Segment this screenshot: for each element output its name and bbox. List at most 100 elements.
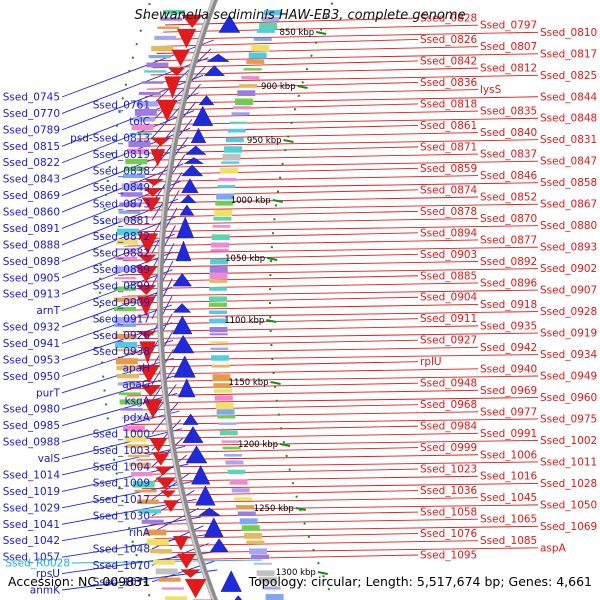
gene-label[interactable]: Ssed_1029 <box>3 502 60 514</box>
gene-label[interactable]: Ssed_1023 <box>420 464 477 476</box>
gene-label[interactable]: arnT <box>36 305 60 317</box>
gene-label[interactable]: Ssed_0860 <box>3 207 60 219</box>
gene-label[interactable]: Ssed_0893 <box>540 242 597 254</box>
gene-label[interactable]: Ssed_0969 <box>480 385 537 397</box>
gene-label[interactable]: Ssed_1011 <box>540 456 597 468</box>
gene-label[interactable]: Ssed_0835 <box>480 106 537 118</box>
gene-label[interactable]: Ssed_0903 <box>420 249 477 261</box>
gene-label[interactable]: Ssed_1095 <box>420 550 477 562</box>
gene-label[interactable]: Ssed_0905 <box>3 272 60 284</box>
gene-label[interactable]: Ssed_0938 <box>93 346 150 358</box>
gene-label[interactable]: Ssed_0889 <box>93 264 150 276</box>
gene-label[interactable]: Ssed_0817 <box>540 48 597 60</box>
gene-label[interactable]: Ssed_0975 <box>540 413 597 425</box>
gene-label[interactable]: aspA <box>540 542 567 554</box>
gene-label[interactable]: Ssed_1014 <box>3 469 61 481</box>
gene-label[interactable]: rpsU <box>36 568 60 580</box>
gene-label[interactable]: anmK <box>30 585 61 597</box>
gene-label[interactable]: Ssed_0894 <box>420 227 478 239</box>
gene-label[interactable]: Ssed_1030 <box>93 511 150 523</box>
gene-label[interactable]: Ssed_0988 <box>3 437 60 449</box>
gene-label[interactable]: Ssed_0999 <box>420 442 477 454</box>
gene-label[interactable]: Ssed_0810 <box>540 27 597 39</box>
gene-label[interactable]: Ssed_0949 <box>540 371 597 383</box>
gene-label[interactable]: Ssed_0818 <box>420 98 477 110</box>
gene-label[interactable]: Ssed_0984 <box>420 421 478 433</box>
gene-label[interactable]: Ssed_1076 <box>420 528 478 540</box>
gene-label[interactable]: Ssed_0838 <box>93 165 150 177</box>
gene-label[interactable]: Ssed_0980 <box>3 404 60 416</box>
gene-label[interactable]: Ssed_0950 <box>3 371 60 383</box>
gene-label[interactable]: Ssed_0843 <box>3 174 60 186</box>
gene-label[interactable]: Ssed_0940 <box>480 363 537 375</box>
gene-label[interactable]: pdxA <box>123 412 151 424</box>
gene-label[interactable]: Ssed_0837 <box>480 149 537 161</box>
gene-label[interactable]: psd-Ssed_0813 <box>70 133 150 145</box>
gene-label[interactable]: Ssed_0797 <box>480 20 537 32</box>
gene-label[interactable]: Ssed_0848 <box>540 113 597 125</box>
gene-label[interactable]: apaH <box>123 363 150 375</box>
gene-label[interactable]: Ssed_1016 <box>480 471 538 483</box>
gene-label[interactable]: Ssed_0898 <box>3 256 60 268</box>
gene-label[interactable]: Ssed_1017 <box>93 494 150 506</box>
gene-label[interactable]: Ssed_1004 <box>93 461 151 473</box>
gene-label[interactable]: Ssed_0985 <box>3 420 60 432</box>
gene-label[interactable]: apaG <box>122 379 150 391</box>
gene-label[interactable]: purT <box>36 387 61 399</box>
gene-label[interactable]: Ssed_0828 <box>420 13 477 25</box>
gene-label[interactable]: Ssed_0911 <box>420 313 477 325</box>
gene-label[interactable]: Ssed_0919 <box>540 328 597 340</box>
gene-label[interactable]: Ssed_1003 <box>93 445 150 457</box>
gene-label[interactable]: Ssed_1065 <box>480 514 537 526</box>
gene-label[interactable]: Ssed_1069 <box>540 521 597 533</box>
gene-label[interactable]: Ssed_0874 <box>420 184 478 196</box>
gene-label[interactable]: Ssed_0871 <box>420 141 477 153</box>
gene-label[interactable]: Ssed_0770 <box>3 108 60 120</box>
gene-label[interactable]: Ssed_1019 <box>3 486 60 498</box>
gene-label[interactable]: Ssed_0907 <box>540 285 597 297</box>
gene-label[interactable]: Ssed_0831 <box>540 134 597 146</box>
gene-label[interactable]: Ssed_0918 <box>480 299 537 311</box>
gene-label[interactable]: Ssed_0877 <box>480 234 537 246</box>
gene-label[interactable]: Ssed_0844 <box>540 91 598 103</box>
gene-label[interactable]: Ssed_0822 <box>3 157 60 169</box>
gene-label[interactable]: Ssed_0882 <box>93 248 150 260</box>
gene-label[interactable]: ksgA <box>125 396 151 408</box>
gene-label[interactable]: Ssed_0888 <box>3 239 60 251</box>
gene-label[interactable]: Ssed_0847 <box>540 156 597 168</box>
gene-label[interactable]: Ssed_1048 <box>93 543 150 555</box>
gene-label[interactable]: Ssed_0935 <box>480 320 537 332</box>
gene-label[interactable]: Ssed_0826 <box>420 34 478 46</box>
gene-label[interactable]: Ssed_0991 <box>480 428 537 440</box>
gene-label[interactable]: Ssed_0858 <box>540 177 597 189</box>
gene-label[interactable]: Ssed_1042 <box>3 535 60 547</box>
gene-label[interactable]: Ssed_0869 <box>3 190 60 202</box>
gene-label[interactable]: Ssed_1028 <box>540 478 597 490</box>
gene-label[interactable]: Ssed_1071 <box>93 576 150 588</box>
gene-label[interactable]: Ssed_1058 <box>420 507 477 519</box>
gene-label[interactable]: Ssed_0819 <box>93 149 150 161</box>
gene-label[interactable]: Ssed_0934 <box>540 349 598 361</box>
gene-label[interactable]: Ssed_0941 <box>3 338 60 350</box>
gene-label[interactable]: Ssed_0880 <box>540 220 597 232</box>
gene-label[interactable]: Ssed_0904 <box>420 292 478 304</box>
gene-label[interactable]: Ssed_0948 <box>420 378 477 390</box>
gene-label[interactable]: Ssed_0953 <box>3 354 60 366</box>
gene-label[interactable]: Ssed_0872 <box>93 231 150 243</box>
gene-label[interactable]: tolC <box>129 116 150 128</box>
gene-label[interactable]: Ssed_0789 <box>3 124 60 136</box>
gene-label[interactable]: Ssed_0932 <box>3 322 60 334</box>
gene-label[interactable]: Ssed_0870 <box>480 213 537 225</box>
gene-label[interactable]: Ssed_0927 <box>420 335 477 347</box>
gene-label[interactable]: Ssed_0917 <box>93 313 150 325</box>
gene-label[interactable]: rihA <box>129 527 151 539</box>
gene-label[interactable]: Ssed_0815 <box>3 141 60 153</box>
gene-label[interactable]: Ssed_0896 <box>480 277 538 289</box>
gene-label[interactable]: Ssed_1085 <box>480 535 537 547</box>
gene-label[interactable]: Ssed_0859 <box>420 163 477 175</box>
gene-label[interactable]: Ssed_0902 <box>540 263 597 275</box>
gene-label[interactable]: Ssed_0840 <box>480 127 537 139</box>
gene-label[interactable]: Ssed_1036 <box>420 485 478 497</box>
gene-label[interactable]: Ssed_0846 <box>480 170 538 182</box>
gene-label[interactable]: Ssed_0836 <box>420 77 478 89</box>
